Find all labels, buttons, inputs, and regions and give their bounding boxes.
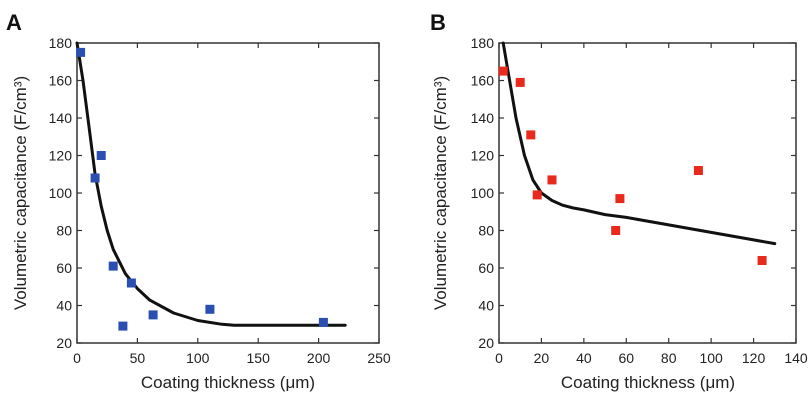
axes-b: 0 20 40 60 80 100 120 1402040608010012014016018… bbox=[471, 35, 808, 366]
data-point bbox=[532, 190, 542, 200]
y-tick-label: 40 bbox=[478, 298, 494, 314]
x-tick-label: 0 bbox=[73, 350, 81, 366]
data-point bbox=[118, 321, 128, 331]
y-tick-label: 180 bbox=[471, 35, 495, 51]
y-tick-label: 160 bbox=[471, 73, 495, 89]
data-point bbox=[498, 66, 508, 76]
y-tick-label: 80 bbox=[478, 223, 494, 239]
x-axis-title-a: Coating thickness (μm) bbox=[141, 373, 315, 392]
data-point bbox=[693, 166, 703, 175]
y-tick-label: 20 bbox=[56, 335, 72, 351]
data-point bbox=[90, 173, 100, 183]
x-tick-label: 250 bbox=[367, 350, 391, 366]
plot-frame-a bbox=[76, 42, 380, 344]
data-point bbox=[205, 304, 215, 314]
y-tick-label: 40 bbox=[56, 298, 72, 314]
x-tick-label: 80 bbox=[661, 350, 677, 366]
x-tick-label: 100 bbox=[186, 350, 210, 366]
y-tick-label: 100 bbox=[49, 185, 73, 201]
data-point bbox=[526, 130, 536, 140]
data-point bbox=[148, 310, 158, 320]
x-tick-label: 60 bbox=[618, 350, 634, 366]
y-tick-label: 180 bbox=[49, 35, 73, 51]
x-tick-label: 200 bbox=[307, 350, 331, 366]
x-tick-label: 0 bbox=[495, 350, 503, 366]
data-point bbox=[547, 175, 557, 185]
x-tick-label: 40 bbox=[576, 350, 592, 366]
y-tick-label: 60 bbox=[478, 260, 494, 276]
x-tick-label: 150 bbox=[247, 350, 271, 366]
y-tick-label: 100 bbox=[471, 185, 495, 201]
panel-label-a: A bbox=[6, 10, 22, 35]
x-tick-label: 100 bbox=[699, 350, 723, 366]
axes-a: 0 50 100 150 200 250 20 40 60 80 100 120 140 160 180 bbox=[49, 35, 391, 366]
x-tick-label: 120 bbox=[742, 350, 766, 366]
panel-label-b: B bbox=[430, 10, 446, 35]
y-axis-title-a: Volumetric capacitance (F/cm³) bbox=[11, 76, 30, 310]
y-tick-label: 140 bbox=[471, 110, 495, 126]
y-tick-label: 20 bbox=[478, 335, 494, 351]
fit-curve-a bbox=[75, 41, 347, 327]
data-points-a bbox=[76, 47, 328, 331]
data-point bbox=[76, 47, 86, 57]
data-point bbox=[611, 226, 621, 235]
x-tick-label: 140 bbox=[784, 350, 808, 366]
y-tick-label: 60 bbox=[56, 260, 72, 276]
x-axis-title-b: Coating thickness (μm) bbox=[561, 373, 735, 392]
panel-a: A 0 50 100 150 200 250 20 40 60 80 100 120 140 160 180… bbox=[6, 10, 391, 392]
y-tick-label: 120 bbox=[49, 148, 73, 164]
data-point bbox=[615, 194, 625, 204]
x-tick-label: 20 bbox=[534, 350, 550, 366]
data-point bbox=[108, 261, 118, 271]
data-point bbox=[126, 278, 136, 288]
data-point bbox=[318, 317, 328, 327]
y-tick-label: 160 bbox=[49, 73, 73, 89]
y-tick-label: 120 bbox=[471, 148, 495, 164]
data-point bbox=[515, 77, 525, 87]
y-axis-title-b: Volumetric capacitance (F/cm³) bbox=[431, 76, 450, 310]
y-tick-label: 140 bbox=[49, 110, 73, 126]
panel-b: B 0 20 40 60 80 100 120 14020406080100120140160… bbox=[430, 10, 808, 392]
fit-line bbox=[75, 41, 347, 327]
fit-curve-b bbox=[501, 41, 777, 246]
data-point bbox=[96, 151, 106, 160]
y-tick-label: 80 bbox=[56, 223, 72, 239]
x-tick-label: 50 bbox=[130, 350, 146, 366]
data-point bbox=[757, 256, 767, 265]
fit-line bbox=[501, 41, 777, 246]
data-points-b bbox=[498, 66, 767, 265]
